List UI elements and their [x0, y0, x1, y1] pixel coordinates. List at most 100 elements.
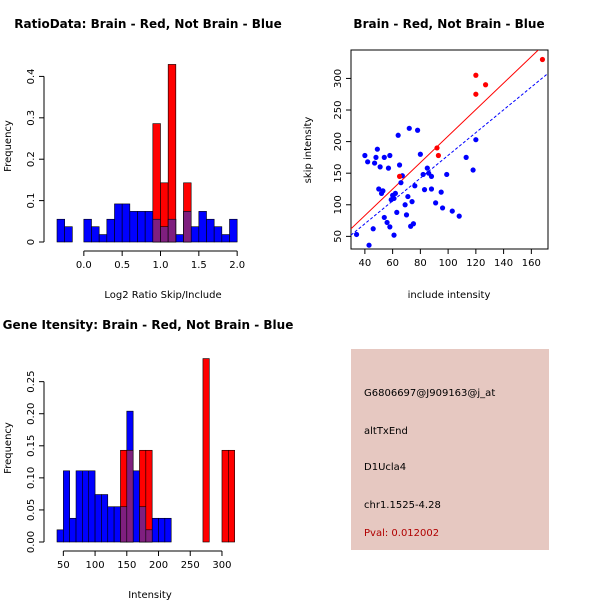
x-tick-label: 150 — [117, 560, 136, 571]
bar-brain — [228, 449, 235, 543]
y-tick-label: 0.3 — [26, 110, 37, 126]
bar-not-brain — [137, 211, 146, 243]
x-axis-label: Intensity — [128, 590, 172, 600]
bar-not-brain — [175, 234, 184, 243]
bar-overlap — [152, 218, 161, 243]
point-not-brain — [376, 186, 382, 192]
bar-not-brain — [69, 517, 77, 543]
bar-not-brain — [56, 529, 64, 543]
y-tick-label: 300 — [333, 69, 344, 88]
point-not-brain — [366, 242, 372, 248]
point-brain — [434, 145, 440, 151]
point-not-brain — [402, 202, 408, 208]
bar-brain — [145, 449, 153, 543]
y-tick-label: 0 — [26, 239, 37, 245]
bar-not-brain — [113, 506, 121, 543]
point-not-brain — [433, 200, 439, 206]
ratio-histogram-panel: RatioData: Brain - Red, Not Brain - Blue… — [3, 17, 282, 301]
x-tick-label: 2.0 — [229, 260, 245, 271]
point-not-brain — [406, 125, 412, 131]
bar-overlap — [126, 449, 134, 543]
point-brain — [435, 152, 442, 159]
y-tick-label: 50 — [333, 230, 344, 243]
bar-not-brain — [88, 470, 96, 543]
point-not-brain — [380, 188, 386, 194]
location: chr1.1525-4.28 — [364, 500, 441, 511]
y-tick-label: 0.15 — [26, 435, 37, 457]
bar-not-brain — [56, 218, 65, 243]
point-not-brain — [421, 187, 428, 193]
y-tick-label: 150 — [333, 164, 344, 183]
bar-not-brain — [114, 203, 123, 243]
x-axis-label: Log2 Ratio Skip/Include — [104, 290, 221, 301]
info-background — [351, 349, 549, 550]
plot-box — [350, 49, 549, 250]
y-axis-label: skip intensity — [303, 117, 314, 184]
point-not-brain — [438, 189, 444, 195]
point-not-brain — [374, 146, 380, 152]
point-not-brain — [439, 205, 446, 211]
bar-overlap — [183, 211, 192, 243]
chart-title: RatioData: Brain - Red, Not Brain - Blue — [14, 17, 281, 31]
point-not-brain — [449, 208, 455, 214]
bar-not-brain — [107, 506, 115, 543]
point-not-brain — [394, 209, 400, 215]
bar-not-brain — [151, 517, 159, 543]
point-not-brain — [412, 183, 418, 189]
point-not-brain — [410, 221, 417, 227]
point-not-brain — [377, 164, 383, 170]
bar-not-brain — [64, 226, 73, 243]
event-type: altTxEnd — [364, 426, 408, 437]
bar-not-brain — [91, 226, 100, 243]
point-not-brain — [381, 154, 387, 160]
point-not-brain — [417, 151, 423, 157]
point-not-brain — [414, 127, 421, 133]
bar-not-brain — [144, 211, 154, 243]
point-not-brain — [409, 199, 415, 205]
fit-line-brain — [351, 50, 539, 230]
bar-not-brain — [164, 517, 172, 543]
x-tick-label: 0.5 — [114, 260, 130, 271]
bar-not-brain — [213, 226, 223, 243]
point-brain — [473, 91, 479, 97]
point-not-brain — [395, 132, 401, 138]
axes-layer: 0.0 0.5 1.0 1.5 2.0 0 0.1 0.2 0.3 0.4 — [26, 68, 245, 271]
bar-not-brain — [98, 234, 108, 243]
bar-not-brain — [75, 470, 83, 543]
point-not-brain — [365, 159, 371, 165]
point-not-brain — [473, 137, 479, 143]
point-not-brain — [391, 232, 397, 238]
bar-overlap — [145, 529, 153, 543]
axes-layer: 50 100 150 200 250 300 0.00 0.05 0.10 0.15 0.20 0.2… — [26, 371, 232, 571]
point-brain — [396, 173, 403, 179]
y-tick-label: 0.2 — [26, 151, 37, 167]
info-panel: G6806697@J909163@j_at altTxEnd D1Ucla4 c… — [351, 349, 549, 550]
y-tick-label: 0.25 — [26, 371, 37, 393]
x-tick-label: 140 — [494, 258, 513, 269]
x-tick-label: 100 — [86, 560, 105, 571]
points-layer — [351, 50, 548, 248]
bar-not-brain — [129, 211, 138, 243]
bar-not-brain — [221, 234, 230, 243]
point-not-brain — [428, 186, 435, 192]
point-brain — [539, 56, 546, 63]
bar-not-brain — [63, 470, 70, 543]
bar-not-brain — [101, 494, 109, 543]
point-not-brain — [398, 180, 404, 186]
bar-not-brain — [190, 226, 200, 243]
x-tick-label: 0.0 — [76, 260, 92, 271]
bar-not-brain — [82, 470, 90, 543]
chart-title: Gene Itensity: Brain - Red, Not Brain - … — [3, 318, 294, 332]
axes-layer: 40 60 80 100 120 140 160 50 100 150 200 250 300 — [333, 69, 541, 269]
point-not-brain — [396, 162, 403, 168]
point-not-brain — [463, 154, 469, 160]
x-tick-label: 80 — [414, 258, 427, 269]
y-tick-label: 250 — [333, 100, 344, 119]
bars-layer — [56, 358, 235, 543]
probe-id: G6806697@J909163@j_at — [364, 388, 495, 399]
point-not-brain — [381, 214, 387, 221]
point-not-brain — [373, 154, 379, 160]
point-not-brain — [470, 167, 476, 173]
y-tick-label: 100 — [333, 195, 344, 214]
